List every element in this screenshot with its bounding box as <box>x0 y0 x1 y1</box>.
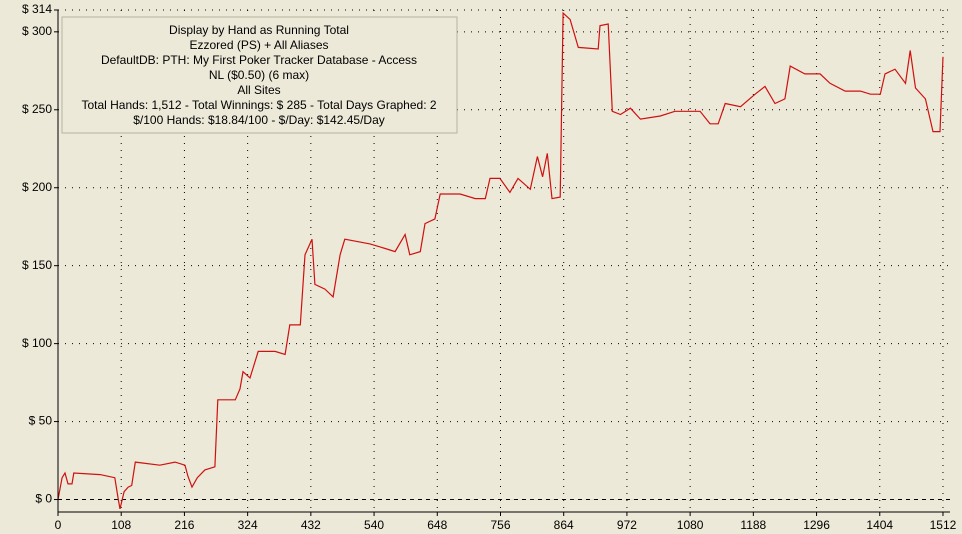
y-tick-label: $ 250 <box>22 102 52 116</box>
info-line: $/100 Hands: $18.84/100 - $/Day: $142.45… <box>133 113 385 127</box>
x-tick-label: 108 <box>111 518 131 532</box>
y-tick-label: $ 50 <box>29 414 53 428</box>
y-tick-label: $ 100 <box>22 336 52 350</box>
running-total-line <box>57 11 944 510</box>
info-line: NL ($0.50) (6 max) <box>209 68 309 82</box>
info-box <box>61 16 458 134</box>
plot <box>57 11 944 510</box>
x-tick-label: 756 <box>490 518 510 532</box>
x-tick-label: 864 <box>554 518 574 532</box>
x-tick-label: 432 <box>301 518 321 532</box>
info-line: DefaultDB: PTH: My First Poker Tracker D… <box>101 53 417 67</box>
y-tick-label: $ 314 <box>22 2 52 16</box>
x-tick-label: 648 <box>427 518 447 532</box>
x-tick-label: 324 <box>238 518 258 532</box>
x-tick-label: 1512 <box>930 518 957 532</box>
y-tick-label: $ 150 <box>22 258 52 272</box>
x-tick-label: 1296 <box>803 518 830 532</box>
info-line: All Sites <box>237 83 280 97</box>
x-tick-label: 1404 <box>866 518 893 532</box>
x-tick-label: 540 <box>364 518 384 532</box>
info-line: Total Hands: 1,512 - Total Winnings: $ 2… <box>81 98 436 112</box>
x-tick-label: 1188 <box>740 518 766 532</box>
y-tick-label: $ 0 <box>35 492 52 506</box>
info-text: Display by Hand as Running TotalEzzored … <box>81 23 436 127</box>
x-tick-label: 0 <box>55 518 62 532</box>
info-line: Display by Hand as Running Total <box>169 23 349 37</box>
y-tick-label: $ 300 <box>22 24 52 38</box>
x-tick-label: 1080 <box>677 518 704 532</box>
x-tick-label: 216 <box>174 518 194 532</box>
info-line: Ezzored (PS) + All Aliases <box>189 38 328 52</box>
y-tick-label: $ 200 <box>22 180 52 194</box>
x-tick-label: 972 <box>617 518 637 532</box>
